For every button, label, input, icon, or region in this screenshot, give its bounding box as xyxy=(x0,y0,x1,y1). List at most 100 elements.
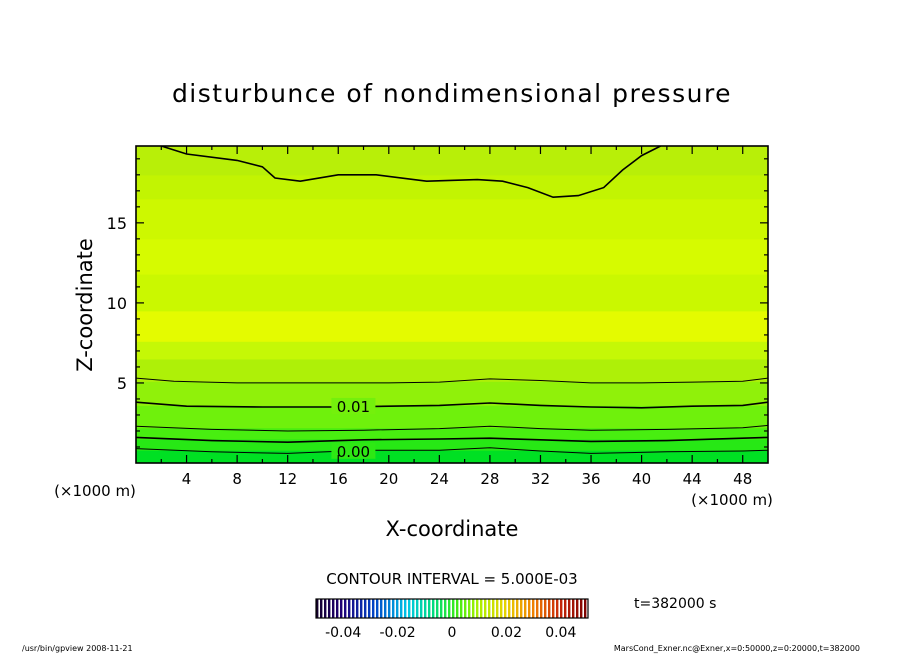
colorbar-stripe xyxy=(388,599,391,618)
contour-line xyxy=(136,377,768,384)
fill-band xyxy=(136,381,768,406)
colorbar-stripe xyxy=(540,599,543,618)
fill-band xyxy=(136,238,768,275)
colorbar-stripe xyxy=(364,599,367,618)
x-tick-label: 40 xyxy=(632,470,651,488)
x-tick-label: 24 xyxy=(430,470,449,488)
colorbar-stripe xyxy=(360,599,363,618)
colorbar-stripe xyxy=(432,599,435,618)
colorbar-tick-label: 0.04 xyxy=(545,625,576,641)
contour-line xyxy=(136,401,768,409)
colorbar-stripe xyxy=(500,599,503,618)
colorbar-stripe xyxy=(528,599,531,618)
x-tick-label: 36 xyxy=(581,470,600,488)
contour-line xyxy=(136,447,768,454)
fill-band xyxy=(136,405,768,429)
fill-band xyxy=(136,146,768,176)
contour-label: 0.01 xyxy=(337,398,370,416)
colorbar-stripe xyxy=(560,599,563,618)
contour-line xyxy=(136,436,768,444)
x-tick-label: 8 xyxy=(232,470,242,488)
colorbar-stripe xyxy=(340,599,343,618)
fill-band xyxy=(136,274,768,312)
colorbar-tick-label: -0.02 xyxy=(379,625,415,641)
fill-band xyxy=(136,438,768,451)
contour-lines xyxy=(136,146,768,454)
contour-label-bg xyxy=(331,442,376,459)
colorbar-tick-label: 0 xyxy=(448,625,457,641)
contour-label-bg xyxy=(331,397,376,414)
colorbar-stripe xyxy=(544,599,547,618)
x-tick-label: 12 xyxy=(278,470,297,488)
colorbar-tick-labels: -0.04 -0.02 0 0.02 0.04 xyxy=(325,625,576,641)
x-tick-label: 28 xyxy=(480,470,499,488)
colorbar-stripe xyxy=(516,599,519,618)
colorbar-stripe xyxy=(404,599,407,618)
colorbar-stripe xyxy=(348,599,351,618)
colorbar-stripe xyxy=(372,599,375,618)
colorbar-stripe xyxy=(452,599,455,618)
x-tick-label: 4 xyxy=(182,470,192,488)
x-tick-label: 48 xyxy=(733,470,752,488)
colorbar-stripe xyxy=(524,599,527,618)
colorbar-stripe xyxy=(368,599,371,618)
colorbar-stripe xyxy=(352,599,355,618)
colorbar-stripe xyxy=(428,599,431,618)
colorbar-tick-label: -0.04 xyxy=(325,625,361,641)
colorbar-stripe xyxy=(480,599,483,618)
colorbar-stripe xyxy=(332,599,335,618)
contour-label: 0.00 xyxy=(337,443,370,461)
colorbar-stripe xyxy=(456,599,459,618)
fill-band xyxy=(136,427,768,440)
colorbar-stripe xyxy=(572,599,575,618)
x-tick-label: 44 xyxy=(683,470,702,488)
colorbar-stripe xyxy=(396,599,399,618)
colorbar-stripe xyxy=(380,599,383,618)
colorbar-stripe xyxy=(576,599,579,618)
colorbar-stripe xyxy=(552,599,555,618)
y-axis-label: Z-coordinate xyxy=(73,238,97,372)
fill-band xyxy=(136,174,768,200)
footer-left-note: /usr/bin/gpview 2008-11-21 xyxy=(22,644,133,653)
colorbar-stripe xyxy=(536,599,539,618)
x-tick-label: 16 xyxy=(329,470,348,488)
fill-band xyxy=(136,310,768,342)
colorbar-stripe xyxy=(568,599,571,618)
chart-title: disturbunce of nondimensional pressure xyxy=(172,79,732,108)
colorbar-tick-label: 0.02 xyxy=(491,625,522,641)
colorbar-stripe xyxy=(376,599,379,618)
colorbar-stripe xyxy=(344,599,347,618)
colorbar-stripe xyxy=(436,599,439,618)
colorbar-stripe xyxy=(392,599,395,618)
x-axis-label: X-coordinate xyxy=(386,517,519,541)
colorbar-stripe xyxy=(448,599,451,618)
contour-interval: CONTOUR INTERVAL = 5.000E-03 xyxy=(326,570,577,588)
colorbar-stripe xyxy=(320,599,323,618)
colorbar xyxy=(315,598,589,619)
field-fill xyxy=(136,146,768,463)
contour-labels: 0.01 0.00 xyxy=(331,397,376,461)
colorbar-stripe xyxy=(584,599,587,618)
colorbar-stripe xyxy=(424,599,427,618)
colorbar-stripe xyxy=(356,599,359,618)
colorbar-stripe xyxy=(492,599,495,618)
x-unit-right: (×1000 m) xyxy=(691,491,773,509)
colorbar-stripe xyxy=(532,599,535,618)
x-tick-label: 20 xyxy=(379,470,398,488)
colorbar-stripe xyxy=(444,599,447,618)
colorbar-stripe xyxy=(512,599,515,618)
colorbar-stripe xyxy=(460,599,463,618)
colorbar-stripe xyxy=(472,599,475,618)
colorbar-stripe xyxy=(400,599,403,618)
colorbar-stripe xyxy=(420,599,423,618)
y-tick-label: 15 xyxy=(107,214,127,233)
contour-line xyxy=(136,424,768,432)
colorbar-stripe xyxy=(484,599,487,618)
y-tick-label: 5 xyxy=(117,374,127,393)
colorbar-stripe xyxy=(328,599,331,618)
colorbar-stripe xyxy=(564,599,567,618)
y-tick-label: 10 xyxy=(107,294,127,313)
colorbar-stripe xyxy=(496,599,499,618)
fill-band xyxy=(136,358,768,382)
colorbar-frame xyxy=(315,598,589,619)
